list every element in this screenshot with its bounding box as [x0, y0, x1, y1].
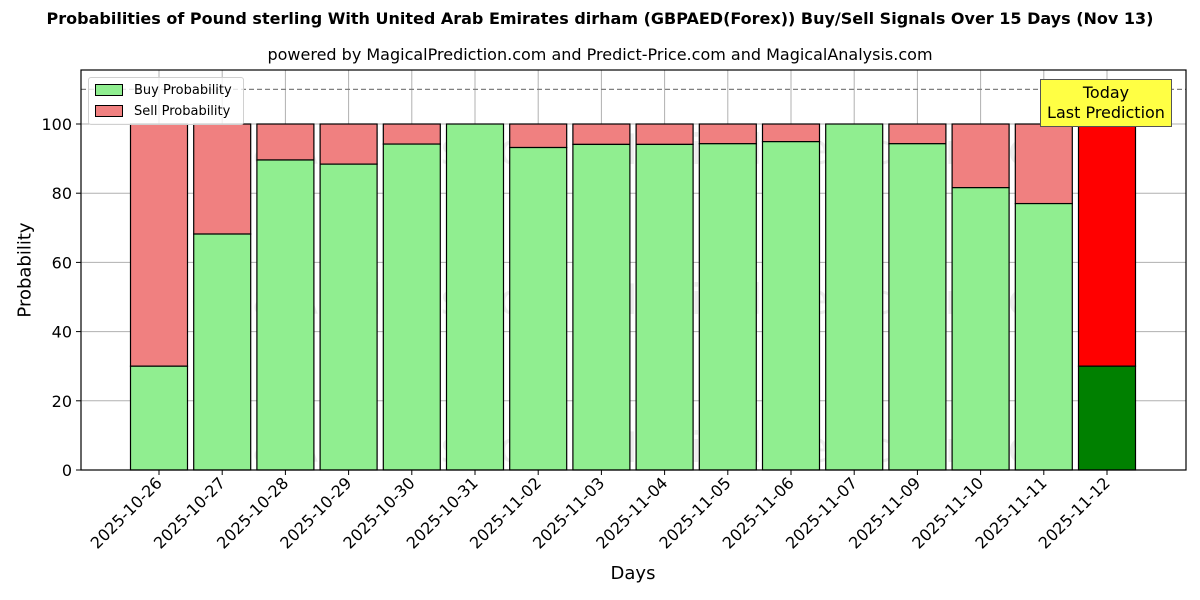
bar-2025-11-06: [761, 123, 821, 471]
bar-2025-11-07: [825, 123, 884, 471]
legend: Buy Probability Sell Probability: [88, 77, 244, 125]
svg-text:60: 60: [52, 253, 72, 272]
chart-title: Probabilities of Pound sterling With Uni…: [46, 9, 1154, 28]
buy-segment: [698, 143, 757, 471]
bar-2025-10-28: [256, 123, 315, 471]
buy-segment: [382, 143, 441, 471]
bar-2025-10-31: [445, 123, 505, 471]
bar-2025-10-29: [319, 123, 378, 471]
sell-swatch-icon: [95, 105, 123, 117]
legend-buy-label: Buy Probability: [134, 82, 232, 98]
svg-text:80: 80: [52, 184, 72, 203]
svg-text:20: 20: [52, 392, 72, 411]
svg-text:100: 100: [41, 115, 72, 134]
bar-2025-10-27: [193, 123, 252, 471]
legend-item-buy: Buy Probability: [95, 82, 232, 98]
buy-segment: [1077, 365, 1137, 471]
buy-segment: [951, 187, 1010, 471]
bar-2025-11-12: [1077, 123, 1137, 471]
bar-2025-10-26: [129, 123, 189, 471]
sell-segment: [1077, 123, 1137, 367]
x-ticks: 2025-10-262025-10-272025-10-282025-10-29…: [87, 470, 1114, 553]
sell-segment: [509, 123, 568, 149]
sell-segment: [256, 123, 315, 161]
sell-segment: [1014, 123, 1073, 205]
buy-segment: [445, 123, 505, 471]
today-annotation: Today Last Prediction: [1040, 79, 1172, 127]
buy-segment: [319, 163, 378, 471]
bar-2025-11-02: [509, 123, 568, 471]
bar-2025-11-05: [698, 123, 757, 471]
sell-segment: [635, 123, 694, 146]
buy-segment: [825, 123, 884, 471]
bar-2025-11-11: [1014, 123, 1073, 471]
buy-swatch-icon: [95, 84, 123, 96]
buy-segment: [193, 233, 252, 471]
buy-segment: [129, 365, 189, 471]
buy-segment: [1014, 202, 1073, 471]
sell-segment: [951, 123, 1010, 189]
sell-segment: [319, 123, 378, 165]
bar-2025-11-04: [635, 123, 694, 471]
svg-text:0: 0: [62, 461, 72, 480]
sell-segment: [129, 123, 189, 367]
legend-sell-label: Sell Probability: [134, 103, 231, 119]
buy-segment: [572, 143, 631, 471]
y-ticks: 0 20 40 60 80 100: [41, 115, 81, 480]
chart-subtitle: powered by MagicalPrediction.com and Pre…: [267, 45, 933, 64]
sell-segment: [193, 123, 252, 235]
bar-2025-11-09: [888, 123, 947, 471]
buy-segment: [761, 141, 821, 471]
plot-frame: [80, 69, 1187, 471]
sell-segment: [761, 123, 821, 143]
bar-2025-10-30: [382, 123, 441, 471]
sell-segment: [382, 123, 441, 145]
today-annotation-line2: Last Prediction: [1047, 103, 1165, 122]
buy-segment: [888, 143, 947, 471]
sell-segment: [572, 123, 631, 146]
buy-segment: [256, 159, 315, 471]
y-axis-label: Probability: [14, 222, 36, 318]
x-axis-label: Days: [610, 563, 656, 584]
bar-2025-11-03: [572, 123, 631, 471]
legend-item-sell: Sell Probability: [95, 103, 230, 119]
svg-text:40: 40: [52, 323, 72, 342]
sell-segment: [888, 123, 947, 145]
buy-segment: [509, 146, 568, 471]
bar-2025-11-10: [951, 123, 1010, 471]
buy-segment: [635, 143, 694, 471]
sell-segment: [698, 123, 757, 145]
today-annotation-line1: Today: [1082, 83, 1130, 102]
